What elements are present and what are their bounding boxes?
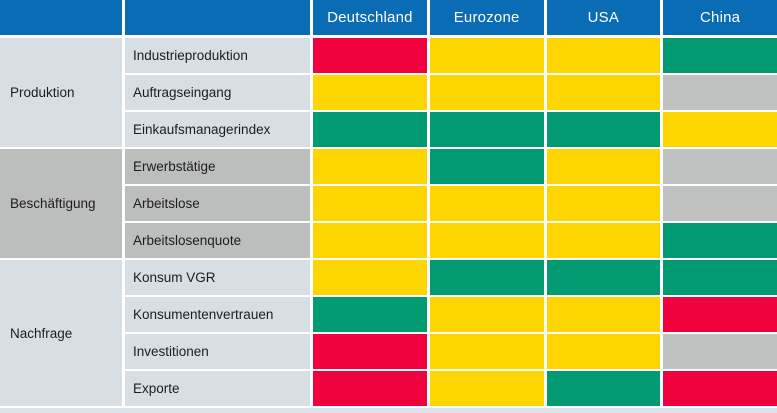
status-cell bbox=[313, 186, 427, 221]
status-cell bbox=[429, 112, 544, 147]
data-column-usa bbox=[546, 38, 661, 406]
indicator-label-einkaufsmanagerindex: Einkaufsmanagerindex bbox=[125, 112, 310, 147]
indicator-label-auftragseingang: Auftragseingang bbox=[125, 75, 310, 110]
indicator-label-investitionen: Investitionen bbox=[125, 334, 310, 369]
status-cell bbox=[429, 38, 544, 73]
status-cell bbox=[429, 260, 544, 295]
status-cell bbox=[546, 223, 661, 258]
status-cell bbox=[663, 223, 777, 258]
status-cell bbox=[429, 371, 544, 406]
indicator-label-industrieproduktion: Industrieproduktion bbox=[125, 38, 310, 73]
header-cell-china: China bbox=[663, 0, 777, 35]
data-column-eurozone bbox=[429, 38, 544, 406]
status-cell bbox=[546, 371, 661, 406]
status-cell bbox=[663, 371, 777, 406]
status-cell bbox=[546, 297, 661, 332]
indicator-label-konsumentenvertrauen: Konsumentenvertrauen bbox=[125, 297, 310, 332]
status-cell bbox=[546, 186, 661, 221]
group-label-nachfrage: Nachfrage bbox=[0, 260, 122, 406]
indicator-label-arbeitslose: Arbeitslose bbox=[125, 186, 310, 221]
status-cell bbox=[313, 149, 427, 184]
status-cell bbox=[546, 75, 661, 110]
group-label-beschaeftigung: Beschäftigung bbox=[0, 149, 122, 259]
status-cell bbox=[663, 186, 777, 221]
header-cell-group-blank bbox=[0, 0, 122, 35]
indicator-label-exporte: Exporte bbox=[125, 371, 310, 406]
status-cell bbox=[546, 112, 661, 147]
status-cell bbox=[313, 38, 427, 73]
indicator-label-column: Industrieproduktion Auftragseingang Eink… bbox=[125, 38, 310, 406]
status-cell bbox=[663, 297, 777, 332]
status-cell bbox=[429, 334, 544, 369]
status-cell bbox=[546, 38, 661, 73]
status-cell bbox=[663, 149, 777, 184]
status-cell bbox=[429, 297, 544, 332]
status-cell bbox=[313, 371, 427, 406]
indicator-label-konsum-vgr: Konsum VGR bbox=[125, 260, 310, 295]
header-cell-eurozone: Eurozone bbox=[429, 0, 544, 35]
status-cell bbox=[429, 149, 544, 184]
indicator-label-erwerbstaetige: Erwerbstätige bbox=[125, 149, 310, 184]
header-cell-deutschland: Deutschland bbox=[313, 0, 427, 35]
status-cell bbox=[313, 334, 427, 369]
status-cell bbox=[313, 260, 427, 295]
table-body: Produktion Beschäftigung Nachfrage Indus… bbox=[0, 38, 777, 406]
bottom-edge-strip bbox=[0, 408, 777, 413]
header-cell-indicator-blank bbox=[125, 0, 310, 35]
status-cell bbox=[429, 75, 544, 110]
status-cell bbox=[663, 334, 777, 369]
status-cell bbox=[663, 112, 777, 147]
status-cell bbox=[663, 260, 777, 295]
header-row: Deutschland Eurozone USA China bbox=[0, 0, 777, 35]
status-cell bbox=[546, 260, 661, 295]
status-cell bbox=[663, 75, 777, 110]
status-cell bbox=[429, 186, 544, 221]
data-column-deutschland bbox=[313, 38, 427, 406]
status-cell bbox=[313, 223, 427, 258]
status-cell bbox=[313, 75, 427, 110]
status-cell bbox=[546, 149, 661, 184]
status-cell bbox=[313, 112, 427, 147]
indicator-label-arbeitslosenquote: Arbeitslosenquote bbox=[125, 223, 310, 258]
header-cell-usa: USA bbox=[546, 0, 661, 35]
status-cell bbox=[546, 334, 661, 369]
status-cell bbox=[429, 223, 544, 258]
group-label-produktion: Produktion bbox=[0, 38, 122, 148]
status-cell bbox=[663, 38, 777, 73]
status-cell bbox=[313, 297, 427, 332]
data-column-china bbox=[663, 38, 777, 406]
group-label-column: Produktion Beschäftigung Nachfrage bbox=[0, 38, 122, 406]
